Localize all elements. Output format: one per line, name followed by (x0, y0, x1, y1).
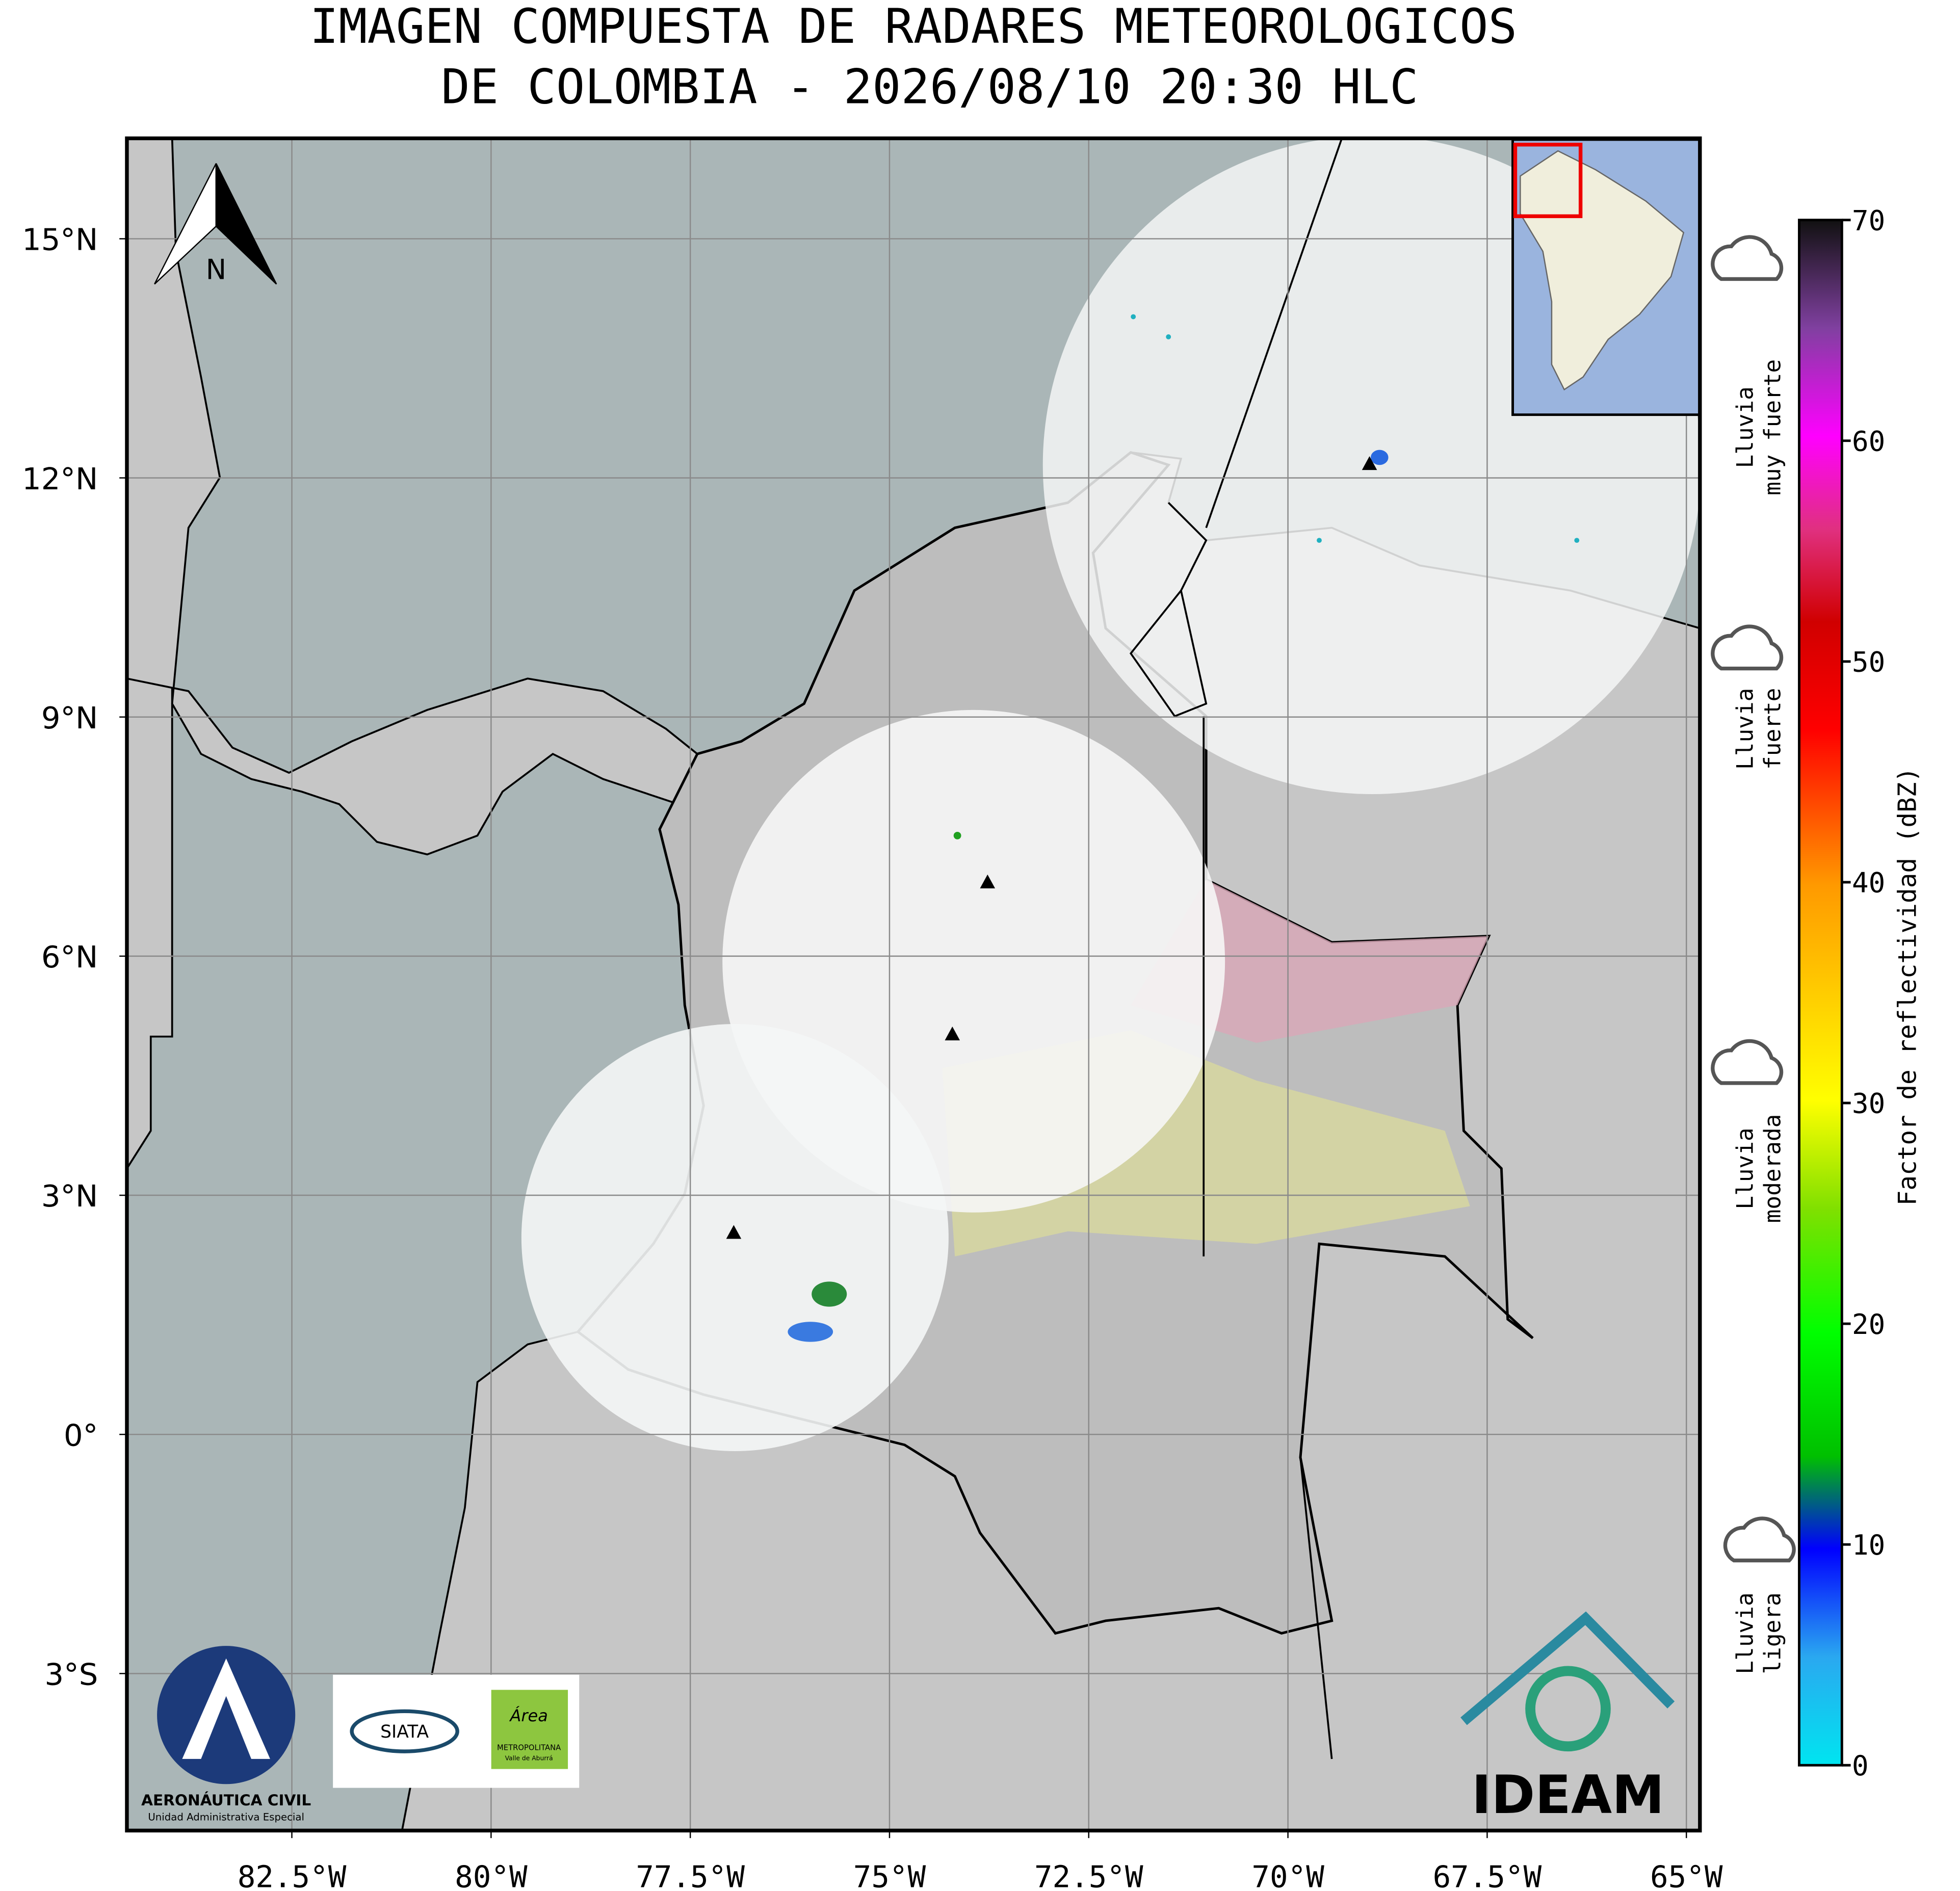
colorbar-tick-label: 40 (1852, 867, 1885, 899)
border (1203, 138, 1343, 1759)
x-tick-label: 72.5°W (1034, 1859, 1143, 1891)
rain-legend-label: Lluvia (1732, 1127, 1758, 1209)
title-line: DE COLOMBIA - 2026/08/10 20:30 HLC (441, 59, 1418, 115)
rain-legend-label: Lluvia (1732, 386, 1758, 468)
land (126, 138, 699, 856)
y-tick-label: 3°S (45, 1657, 98, 1692)
rain-legend-label: Lluvia (1732, 688, 1758, 770)
x-tick-label: 82.5°W (238, 1859, 347, 1891)
map-frame (125, 136, 1702, 1833)
radar-echoes (788, 314, 1580, 1342)
grid (126, 138, 1700, 1831)
logo-text: IDEAM (1472, 1765, 1664, 1826)
y-tick-label: 3°N (41, 1178, 98, 1214)
x-tick-label: 77.5°W (636, 1859, 745, 1891)
y-tick-label: 15°N (22, 222, 98, 257)
logo-text: METROPOLITANA (497, 1744, 561, 1752)
x-tick-label: 67.5°W (1433, 1859, 1542, 1891)
logo-text: Unidad Administrativa Especial (148, 1811, 304, 1823)
colorbar (1798, 219, 1843, 1767)
y-tick-label: 0° (64, 1417, 98, 1453)
rain-legend-label: muy fuerte (1760, 359, 1786, 495)
colorbar-tick-label: 20 (1852, 1308, 1885, 1341)
logo-text: AERONÁUTICA CIVIL (141, 1791, 311, 1809)
x-tick-label: 65°W (1650, 1859, 1723, 1891)
colorbar-tick-label: 60 (1852, 425, 1885, 457)
y-tick-label: 9°N (41, 700, 98, 736)
colorbar-label: Factor de reflectividad (dBZ) (1893, 767, 1922, 1205)
y-tick-label: 6°N (41, 939, 98, 975)
colorbar-tick-label: 50 (1852, 646, 1885, 678)
title-line: IMAGEN COMPUESTA DE RADARES METEOROLOGIC… (310, 0, 1517, 55)
colorbar-tick-label: 10 (1852, 1529, 1885, 1561)
colorbar-tick-label: 70 (1852, 204, 1885, 237)
rain-legend-label: Lluvia (1732, 1592, 1758, 1674)
rain-legend-label: moderada (1760, 1114, 1786, 1223)
map-area (126, 138, 1700, 1831)
logo-siata-area: SIATA Área METROPOLITANA Valle de Aburrá (333, 1674, 580, 1788)
coastline (1129, 502, 1208, 718)
logo-aerocivil: AERONÁUTICA CIVIL Unidad Administrativa … (141, 1646, 311, 1823)
radar-sites (726, 456, 1377, 1239)
inset-map (1511, 138, 1700, 416)
north-label: N (206, 253, 227, 285)
x-tick-label: 80°W (455, 1859, 528, 1891)
logo-text: SIATA (380, 1722, 429, 1742)
x-tick-label: 70°W (1251, 1859, 1324, 1891)
rain-legend-label: fuerte (1760, 688, 1786, 770)
y-tick-label: 12°N (22, 461, 98, 496)
colorbar-tick-label: 30 (1852, 1088, 1885, 1120)
logo-text: Valle de Aburrá (505, 1754, 553, 1762)
rain-legend-label: ligera (1760, 1592, 1786, 1674)
north-arrow: N (154, 163, 277, 285)
colorbar-tick-label: 0 (1852, 1750, 1869, 1782)
logo-ideam: IDEAM (1460, 1611, 1675, 1826)
rain-icons (1711, 235, 1796, 1563)
logo-text: Área (509, 1706, 547, 1725)
x-tick-label: 75°W (853, 1859, 926, 1891)
